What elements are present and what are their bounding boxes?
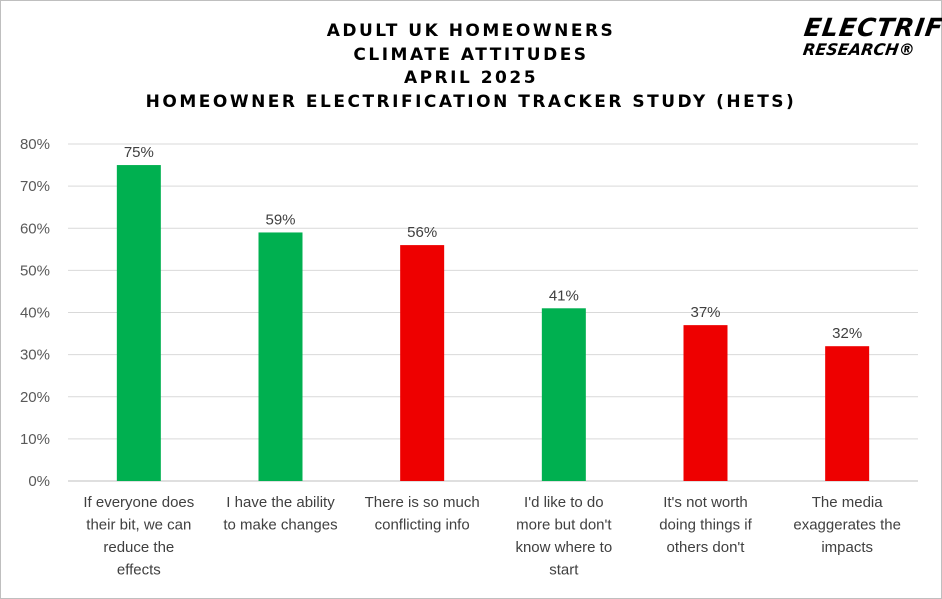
title-line-3: APRIL 2025 <box>403 68 539 88</box>
y-tick-label: 40% <box>20 305 50 322</box>
x-tick-label: The media exaggerates the impacts <box>793 494 901 556</box>
x-tick-label: I have the ability to make changes <box>223 494 337 534</box>
y-tick-label: 70% <box>20 178 50 195</box>
y-tick-label: 0% <box>28 473 50 490</box>
bar <box>541 308 586 481</box>
data-label: 56% <box>407 224 437 241</box>
bar <box>683 325 728 481</box>
title-line-2: CLIMATE ATTITUDES <box>353 44 589 65</box>
y-tick-label: 60% <box>20 220 50 237</box>
bar <box>258 232 303 481</box>
x-axis: If everyone does their bit, we can reduce … <box>83 494 901 579</box>
y-tick-label: 10% <box>20 431 50 448</box>
data-label: 41% <box>549 287 579 304</box>
bars <box>116 165 870 481</box>
x-tick-label: I'd like to do more but don't know where t… <box>515 494 612 579</box>
bar <box>116 165 161 481</box>
gridlines <box>68 143 918 482</box>
y-tick-label: 80% <box>20 136 50 153</box>
data-label: 32% <box>832 325 862 342</box>
y-axis: 0% 10% 20% 30% 40% 50% 60% 70% 80% <box>20 136 50 490</box>
data-label: 75% <box>124 144 154 161</box>
x-tick-label: If everyone does their bit, we can reduce … <box>83 494 194 579</box>
title-line-4: HOMEOWNER ELECTRIFICATION TRACKER STUDY … <box>145 91 797 112</box>
bar <box>400 245 445 481</box>
chart-title: ADULT UK HOMEOWNERS CLIMATE ATTITUDES AP… <box>0 20 942 114</box>
data-label: 59% <box>265 211 295 228</box>
data-label: 37% <box>690 304 720 321</box>
x-tick-label: It's not worth doing things if others don'… <box>659 494 752 556</box>
y-tick-label: 20% <box>20 389 50 406</box>
bar <box>825 346 870 481</box>
title-line-1: ADULT UK HOMEOWNERS <box>326 21 616 41</box>
y-tick-label: 30% <box>20 347 50 364</box>
x-tick-label: There is so much conflicting info <box>365 494 480 534</box>
data-labels: 75% 59% 56% 41% 37% 32% <box>124 144 862 342</box>
y-tick-label: 50% <box>20 262 50 279</box>
